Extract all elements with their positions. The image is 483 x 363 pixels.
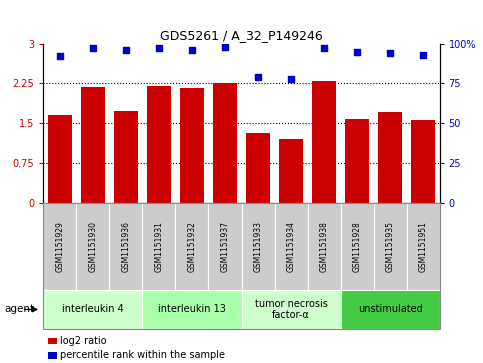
Bar — [48, 115, 71, 203]
Text: GSM1151931: GSM1151931 — [155, 221, 163, 272]
Point — [419, 52, 427, 58]
Text: interleukin 13: interleukin 13 — [158, 305, 226, 314]
Text: GSM1151937: GSM1151937 — [221, 221, 229, 272]
Text: GSM1151933: GSM1151933 — [254, 221, 262, 272]
Text: GSM1151951: GSM1151951 — [419, 221, 427, 272]
Point — [155, 45, 163, 51]
Text: GSM1151935: GSM1151935 — [385, 221, 395, 272]
Bar — [246, 133, 270, 203]
Bar — [280, 139, 302, 203]
Point — [89, 45, 97, 51]
Title: GDS5261 / A_32_P149246: GDS5261 / A_32_P149246 — [160, 29, 323, 42]
Text: agent: agent — [5, 305, 35, 314]
Text: GSM1151938: GSM1151938 — [320, 221, 328, 272]
Bar — [379, 112, 401, 203]
Bar — [213, 83, 237, 203]
Text: unstimulated: unstimulated — [357, 305, 423, 314]
Point — [188, 47, 196, 53]
Point — [320, 45, 328, 51]
Text: GSM1151936: GSM1151936 — [122, 221, 130, 272]
Bar — [313, 81, 336, 203]
Bar — [114, 111, 138, 203]
Point — [254, 74, 262, 80]
Text: log2 ratio: log2 ratio — [60, 336, 107, 346]
Bar — [82, 87, 104, 203]
Text: GSM1151928: GSM1151928 — [353, 221, 361, 272]
Text: interleukin 4: interleukin 4 — [62, 305, 124, 314]
Text: GSM1151930: GSM1151930 — [88, 221, 98, 272]
Bar — [345, 119, 369, 203]
Point — [122, 47, 130, 53]
Text: GSM1151932: GSM1151932 — [187, 221, 197, 272]
Text: GSM1151934: GSM1151934 — [286, 221, 296, 272]
Text: percentile rank within the sample: percentile rank within the sample — [60, 350, 226, 360]
Point — [221, 44, 229, 50]
Bar — [412, 120, 435, 203]
Point — [56, 53, 64, 59]
Point — [386, 50, 394, 56]
Bar — [181, 88, 203, 203]
Bar — [147, 86, 170, 203]
Text: GSM1151929: GSM1151929 — [56, 221, 64, 272]
Point — [287, 76, 295, 82]
Text: tumor necrosis
factor-α: tumor necrosis factor-α — [255, 299, 327, 320]
Point — [353, 49, 361, 54]
